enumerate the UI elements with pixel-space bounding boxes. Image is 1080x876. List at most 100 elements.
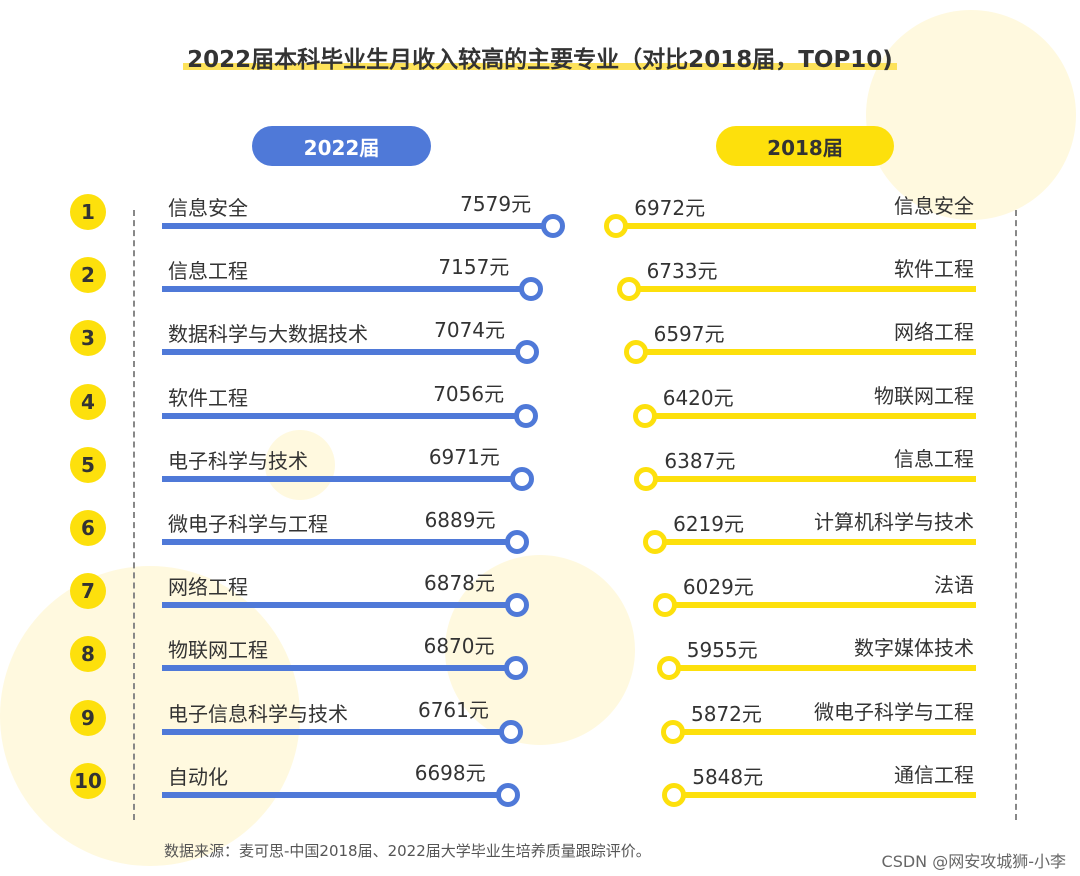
legend-2022: 2022届 [252, 126, 431, 166]
category-2018: 法语 [934, 573, 974, 598]
category-2022: 自动化 [168, 764, 228, 789]
bar-end-2022 [505, 530, 530, 554]
category-2022: 数据科学与大数据技术 [168, 322, 368, 347]
bar-end-2022 [515, 340, 540, 365]
bar-end-2022 [509, 466, 534, 491]
value-2022: 6971元 [428, 444, 500, 469]
value-2018: 6219元 [673, 512, 744, 536]
rank-badge: 7 [70, 573, 106, 610]
category-2018: 数字媒体技术 [854, 636, 974, 661]
bar-2022 [162, 223, 554, 229]
bar-2018 [646, 475, 976, 482]
bar-2018 [674, 791, 976, 798]
bar-end-2018 [661, 719, 685, 744]
bar-end-2022 [541, 214, 566, 238]
bar-2022 [162, 791, 508, 798]
value-2022: 6878元 [424, 571, 495, 596]
value-2018: 6420元 [662, 385, 734, 410]
category-2018: 信息工程 [894, 446, 974, 471]
bar-2022 [162, 475, 522, 482]
category-2022: 软件工程 [168, 385, 248, 410]
divider-right [1015, 210, 1017, 820]
value-2018: 6972元 [634, 196, 706, 220]
rank-badge: 6 [70, 510, 106, 546]
rank-badge: 8 [70, 636, 106, 673]
bar-end-2018 [623, 340, 648, 365]
coin-decoration [265, 430, 335, 500]
rank-badge: 5 [70, 446, 106, 483]
bar-2022 [162, 412, 527, 419]
category-2022: 信息安全 [168, 196, 248, 220]
bar-2022 [162, 728, 511, 735]
category-2022: 信息工程 [168, 259, 248, 284]
bar-end-2018 [656, 656, 681, 681]
source-note: 数据来源：麦可思-中国2018届、2022届大学毕业生培养质量跟踪评价。 [164, 842, 651, 860]
value-2022: 7579元 [460, 192, 532, 216]
value-2022: 7056元 [433, 381, 505, 406]
rank-badge: 3 [70, 320, 106, 357]
value-2022: 7157元 [438, 255, 510, 280]
divider-left [133, 210, 135, 820]
bar-end-2022 [495, 782, 520, 807]
value-2022: 7074元 [434, 318, 506, 343]
rank-badge: 4 [70, 383, 106, 420]
bar-end-2018 [632, 403, 657, 428]
category-2018: 信息安全 [894, 194, 974, 218]
value-2018: 5848元 [692, 764, 764, 789]
bar-end-2018 [652, 593, 677, 618]
legend-2018: 2018届 [716, 126, 894, 166]
bar-2022 [162, 665, 517, 672]
value-2018: 5872元 [691, 701, 762, 726]
value-2018: 6029元 [682, 575, 754, 600]
category-2018: 微电子科学与工程 [814, 699, 974, 724]
category-2018: 网络工程 [894, 320, 974, 345]
value-2022: 6889元 [424, 508, 496, 532]
bar-end-2022 [514, 403, 539, 428]
rank-badge: 1 [70, 194, 106, 230]
category-2018: 物联网工程 [874, 383, 974, 408]
category-2018: 软件工程 [894, 257, 974, 282]
bar-2018 [673, 728, 976, 735]
rank-badge: 2 [70, 257, 106, 294]
bar-end-2018 [604, 214, 629, 238]
chart-title: 2022届本科毕业生月收入较高的主要专业（对比2018届，TOP10) [0, 40, 1080, 74]
category-2022: 网络工程 [168, 575, 248, 600]
bar-2022 [162, 602, 517, 609]
bar-end-2018 [643, 530, 668, 554]
category-2022: 电子科学与技术 [168, 448, 308, 473]
bar-2022 [162, 286, 532, 293]
bar-2022 [162, 349, 528, 356]
bar-2018 [616, 223, 976, 229]
bar-end-2022 [498, 719, 523, 744]
coin-decoration [0, 566, 300, 866]
value-2018: 6733元 [646, 259, 718, 284]
value-2022: 6698元 [414, 760, 486, 785]
rank-badge: 9 [70, 699, 106, 736]
bar-2018 [628, 286, 976, 293]
category-2022: 微电子科学与工程 [168, 512, 328, 536]
watermark: CSDN @网安攻城狮-小李 [881, 852, 1066, 871]
bar-2018 [635, 349, 976, 356]
category-2022: 电子信息科学与技术 [168, 701, 348, 726]
coin-decoration [445, 555, 635, 745]
value-2018: 6597元 [653, 322, 725, 347]
category-2018: 通信工程 [894, 762, 974, 787]
coin-decoration [866, 10, 1076, 220]
bar-end-2022 [504, 656, 529, 681]
bar-end-2018 [662, 782, 687, 807]
value-2022: 6870元 [423, 634, 495, 659]
category-2018: 计算机科学与技术 [814, 510, 974, 534]
bar-end-2022 [519, 277, 544, 302]
bar-2018 [655, 539, 976, 545]
bar-2018 [668, 665, 976, 672]
value-2022: 6761元 [417, 697, 489, 722]
value-2018: 6387元 [664, 448, 736, 473]
bar-2018 [644, 412, 976, 419]
value-2018: 5955元 [686, 638, 758, 663]
bar-end-2022 [504, 593, 529, 618]
category-2022: 物联网工程 [168, 638, 268, 663]
rank-badge: 10 [70, 762, 106, 799]
bar-2022 [162, 539, 518, 545]
bar-end-2018 [616, 277, 641, 302]
bar-end-2018 [634, 466, 659, 491]
